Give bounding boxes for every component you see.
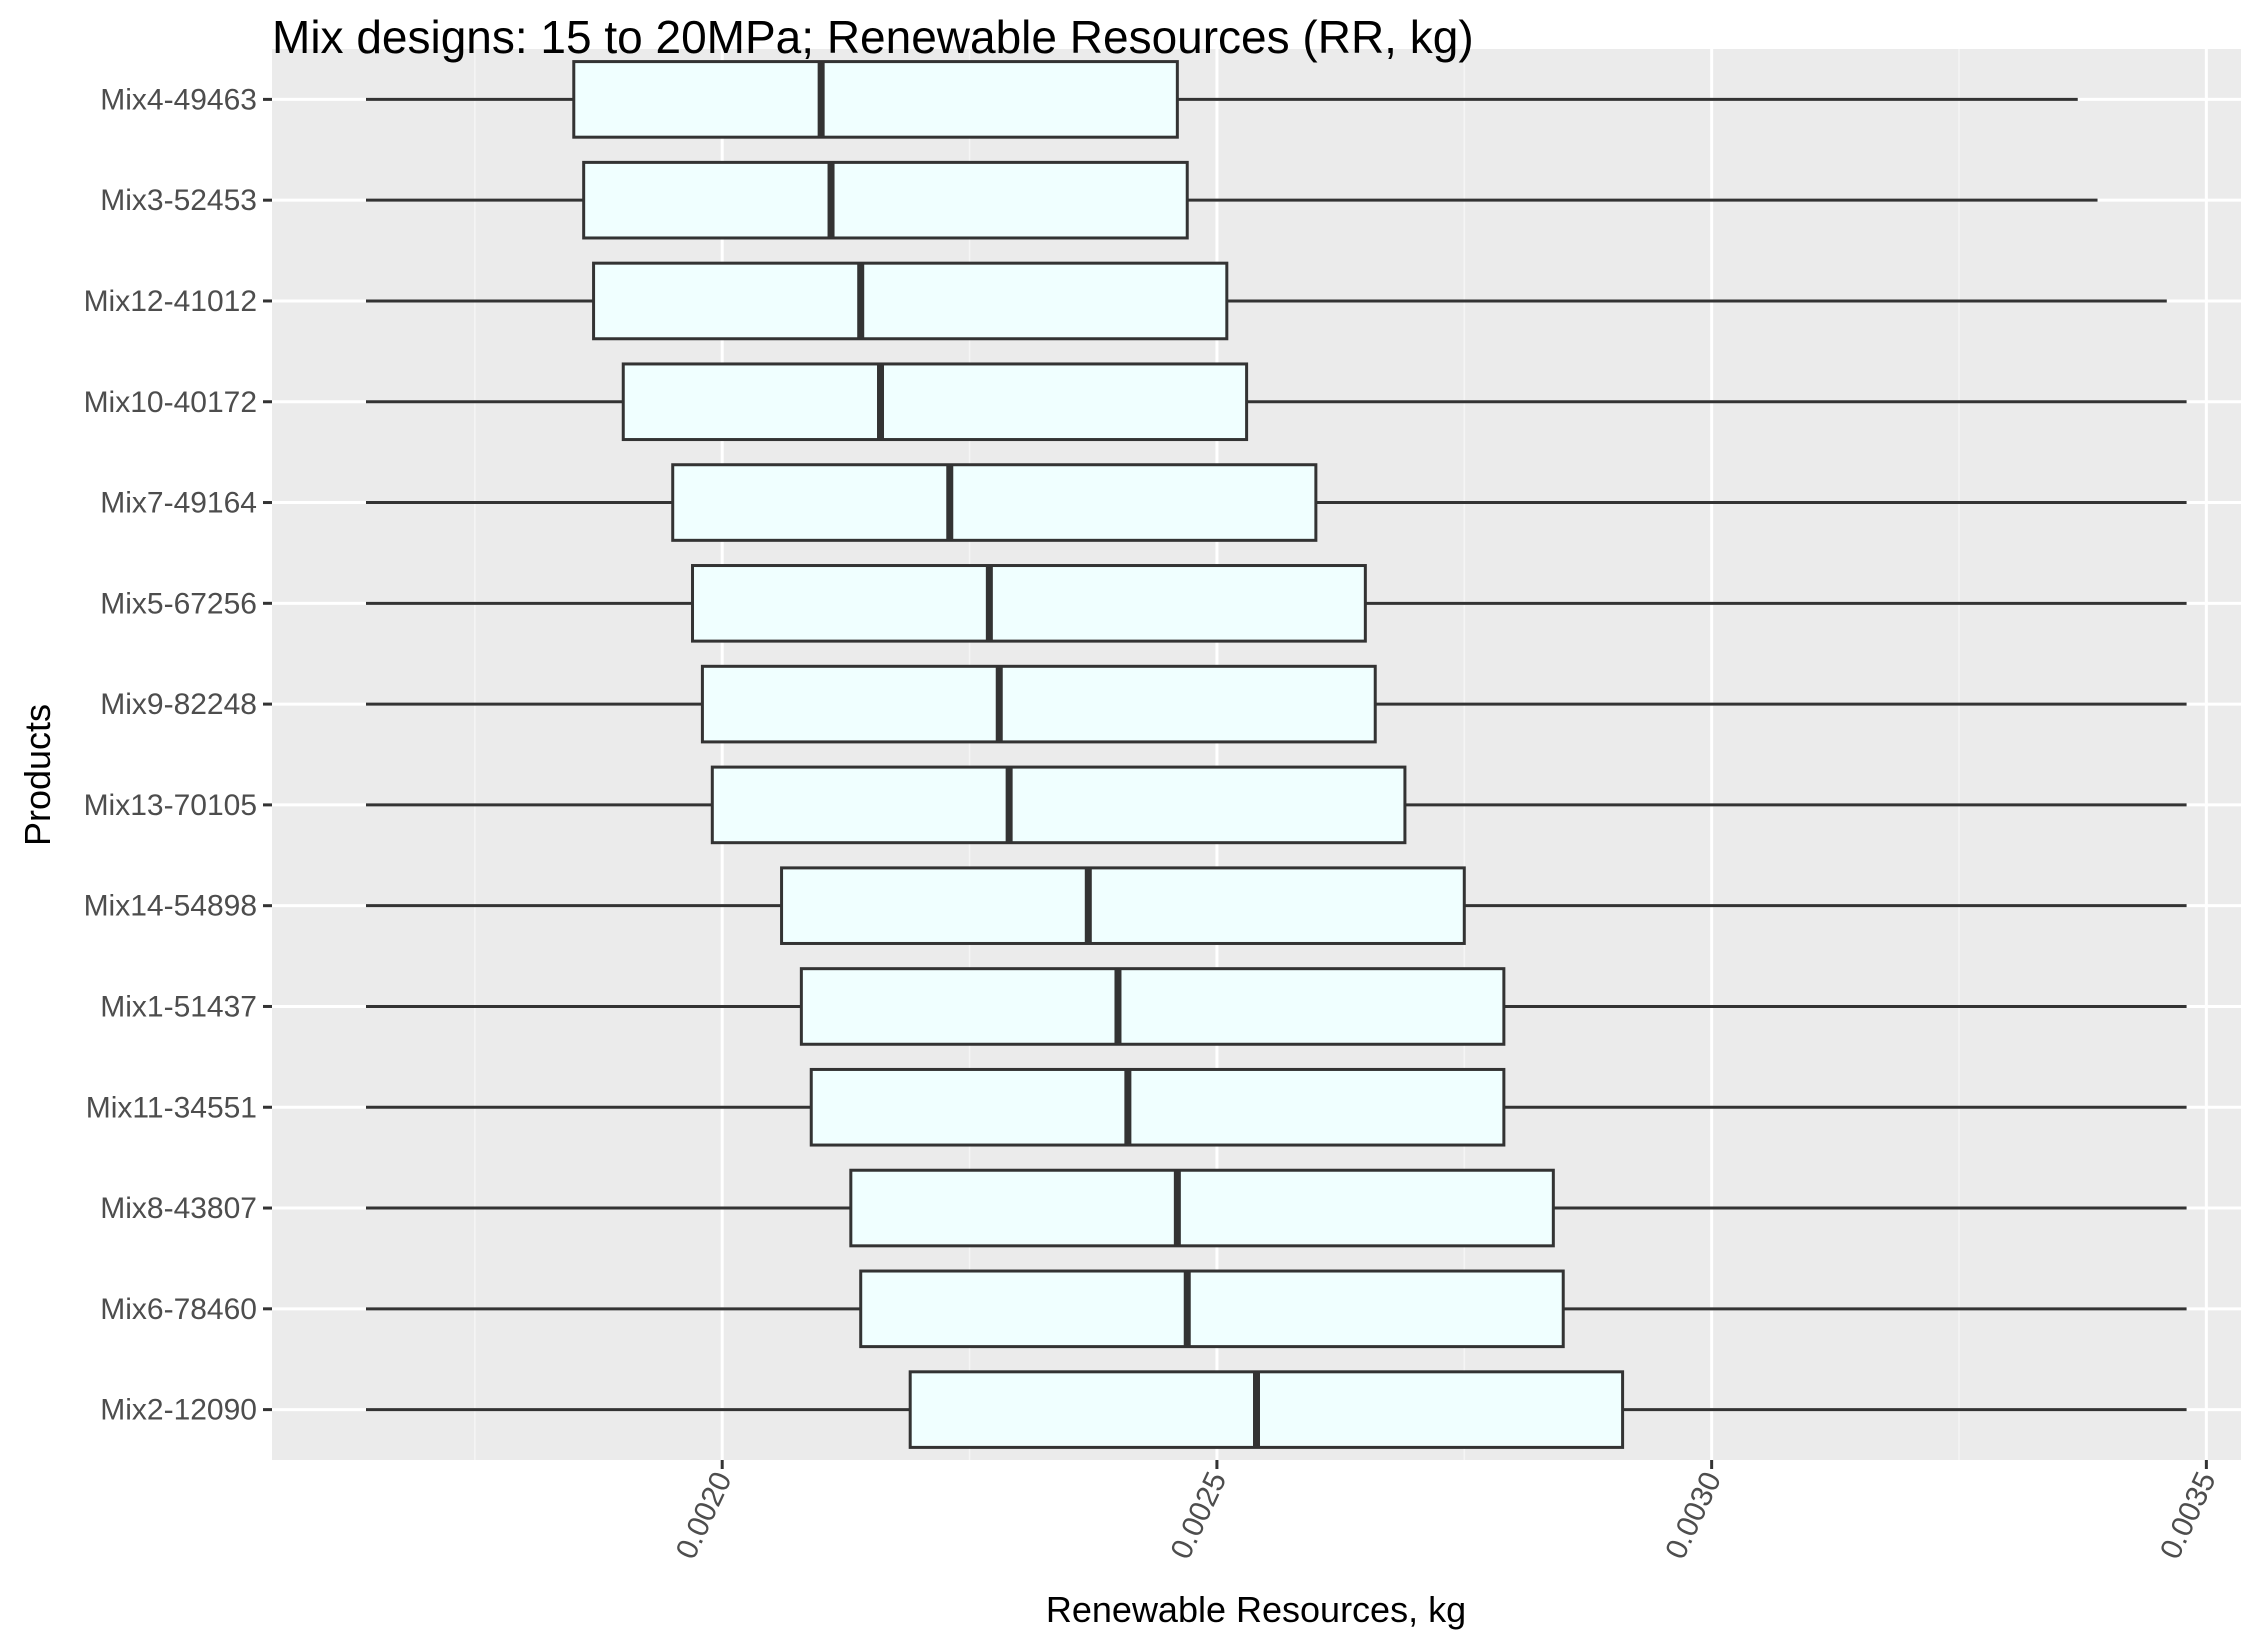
- y-tick-label: Mix5-67256: [100, 587, 257, 620]
- box-Mix9-82248: [365, 664, 2187, 744]
- box-Mix3-52453: [365, 160, 2098, 240]
- box-iqr: [691, 564, 1367, 643]
- box-Mix1-51437: [365, 967, 2187, 1046]
- chart-title: Mix designs: 15 to 20MPa; Renewable Reso…: [272, 11, 1474, 63]
- x-axis: 0.0020 0.0025 0.0030 0.0035: [670, 1460, 2223, 1564]
- y-tick-label: Mix8-43807: [100, 1192, 257, 1225]
- box-iqr: [809, 1067, 1506, 1147]
- y-axis-title: Products: [17, 704, 58, 846]
- boxplot-series: [365, 60, 2187, 1449]
- x-tick-label: 0.0020: [670, 1467, 739, 1564]
- box-iqr: [859, 1269, 1565, 1349]
- box-Mix11-34551: [365, 1067, 2187, 1147]
- box-Mix12-41012: [365, 261, 2167, 341]
- box-Mix14-54898: [365, 866, 2187, 945]
- x-tick-label: 0.0035: [2154, 1467, 2223, 1564]
- box-iqr: [799, 967, 1506, 1046]
- box-Mix2-12090: [365, 1370, 2187, 1449]
- box-iqr: [572, 60, 1179, 139]
- box-Mix7-49164: [365, 463, 2187, 542]
- y-tick-label: Mix2-12090: [100, 1394, 257, 1427]
- y-tick-label: Mix7-49164: [100, 487, 257, 520]
- box-Mix5-67256: [365, 564, 2187, 643]
- y-tick-label: Mix6-78460: [100, 1293, 257, 1326]
- y-tick-label: Mix13-70105: [84, 789, 257, 822]
- box-Mix13-70105: [365, 765, 2187, 845]
- box-Mix4-49463: [365, 60, 2078, 139]
- box-iqr: [780, 866, 1466, 945]
- y-tick-label: Mix14-54898: [84, 890, 257, 923]
- x-axis-title: Renewable Resources, kg: [1046, 1589, 1466, 1630]
- x-tick-label: 0.0030: [1659, 1467, 1728, 1564]
- box-iqr: [710, 765, 1407, 845]
- box-Mix8-43807: [365, 1168, 2187, 1248]
- y-tick-label: Mix3-52453: [100, 184, 257, 217]
- box-Mix6-78460: [365, 1269, 2187, 1349]
- y-tick-label: Mix12-41012: [84, 285, 257, 318]
- y-tick-label: Mix9-82248: [100, 688, 257, 721]
- box-iqr: [849, 1168, 1555, 1248]
- y-tick-label: Mix10-40172: [84, 386, 257, 419]
- y-tick-label: Mix11-34551: [86, 1091, 257, 1124]
- box-Mix10-40172: [365, 362, 2187, 442]
- box-iqr: [592, 261, 1229, 341]
- plot-background: [272, 49, 2241, 1460]
- box-iqr: [582, 160, 1189, 240]
- box-iqr: [621, 362, 1249, 442]
- y-axis: Mix4-49463 Mix3-52453 Mix12-41012 Mix10-401…: [84, 83, 272, 1427]
- x-tick-label: 0.0025: [1165, 1467, 1234, 1564]
- box-iqr: [700, 664, 1377, 744]
- y-tick-label: Mix1-51437: [100, 990, 257, 1023]
- box-iqr: [671, 463, 1318, 542]
- y-tick-label: Mix4-49463: [100, 83, 257, 116]
- box-iqr: [908, 1370, 1625, 1449]
